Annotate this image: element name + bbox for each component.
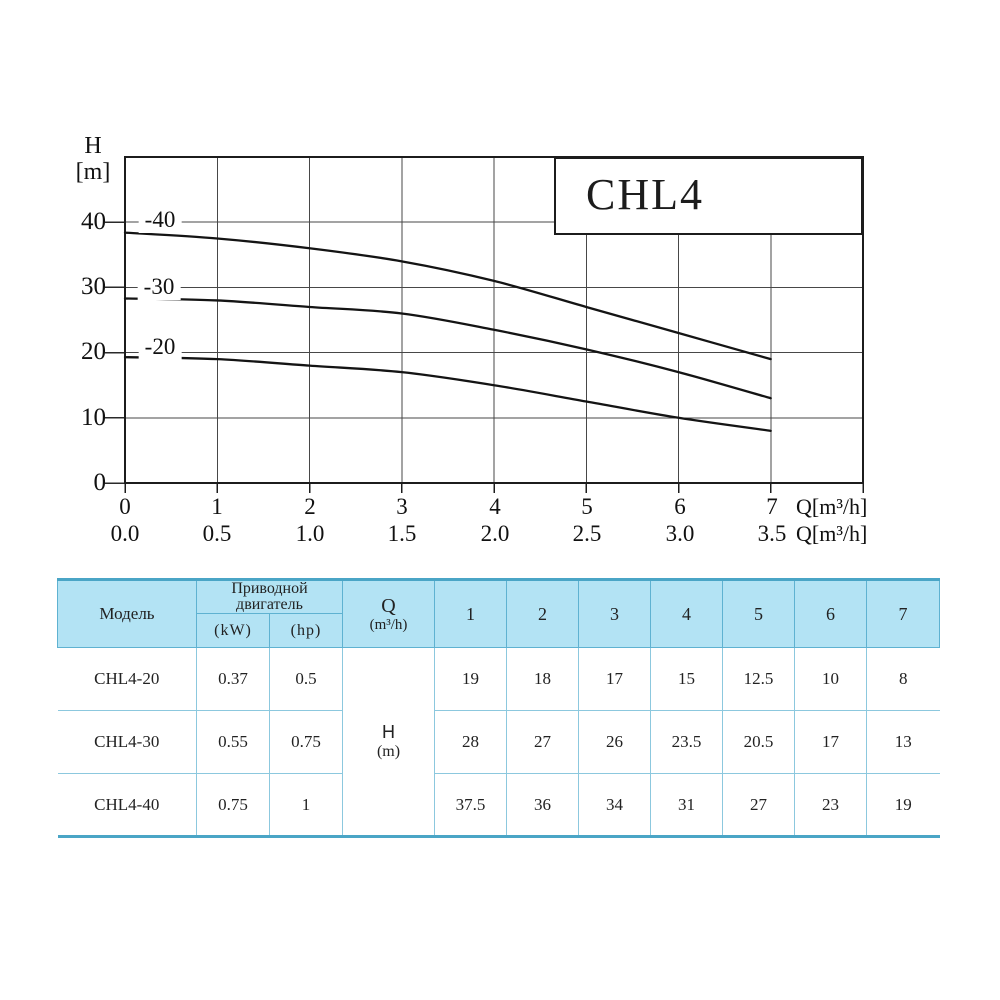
- col-header-q3: 3: [578, 579, 651, 648]
- x-tick-4: 4: [489, 494, 501, 519]
- x2-tick-0: 0.0: [110, 521, 140, 546]
- drive-motor-line2: двигатель: [236, 596, 303, 613]
- col-header-q2: 2: [506, 579, 579, 648]
- x2-tick-7: 3.5: [757, 521, 787, 546]
- col-header-kw: (kW): [196, 613, 270, 648]
- head-value: 17: [578, 647, 651, 711]
- col-header-q7: 7: [866, 579, 940, 648]
- pump-spec-table: Модель Приводной двигатель Q (m³/h) 1 2 …: [57, 578, 940, 838]
- q-unit: (m³/h): [369, 616, 408, 633]
- hp-cell: 0.75: [269, 710, 343, 774]
- y-axis-title-unit: [m]: [75, 159, 111, 185]
- head-value: 28: [434, 710, 507, 774]
- head-symbol: H: [382, 721, 395, 742]
- head-value: 19: [866, 773, 940, 837]
- y-tick-30: 30: [81, 273, 106, 300]
- y-tick-0: 0: [93, 469, 107, 496]
- x2-tick-6: 3.0: [665, 521, 695, 546]
- kw-cell: 0.37: [196, 647, 270, 711]
- y-tick-10: 10: [81, 404, 106, 431]
- col-header-q6: 6: [794, 579, 867, 648]
- chart-title-box: CHL4: [554, 157, 863, 235]
- head-value: 18: [506, 647, 579, 711]
- x-tick-6: 6: [674, 494, 686, 519]
- hp-cell: 1: [269, 773, 343, 837]
- x-tick-2: 2: [304, 494, 316, 519]
- col-header-flow-q: Q (m³/h): [342, 579, 435, 648]
- model-cell: CHL4-40: [57, 773, 197, 837]
- col-header-q4: 4: [650, 579, 723, 648]
- y-axis-title-symbol: H: [84, 133, 102, 159]
- y-tick-20: 20: [81, 338, 106, 365]
- table-row-chl4-30: CHL4-30 0.55 0.75 28 27 26 23.5 20.5 17 …: [57, 710, 940, 774]
- x-tick-7: 7: [766, 494, 778, 519]
- pump-curve-CHL4-30: [123, 297, 772, 400]
- head-value: 10: [794, 647, 867, 711]
- y-axis-title: H [m]: [66, 133, 120, 185]
- hp-cell: 0.5: [269, 647, 343, 711]
- head-value: 12.5: [722, 647, 795, 711]
- q-symbol: Q: [381, 594, 396, 617]
- curve-label-20: -20: [138, 334, 182, 360]
- x2-tick-4: 2.0: [480, 521, 510, 546]
- kw-cell: 0.55: [196, 710, 270, 774]
- drive-motor-line1: Приводной: [231, 580, 308, 597]
- x2-tick-3: 1.5: [387, 521, 417, 546]
- head-value: 31: [650, 773, 723, 837]
- head-value: 13: [866, 710, 940, 774]
- table-row-chl4-20: CHL4-20 0.37 0.5 H (m) 19 18 17 15 12.5 …: [57, 647, 940, 837]
- head-value: 17: [794, 710, 867, 774]
- x-axis-unit-secondary: Q[m³/h]: [796, 521, 868, 546]
- col-header-hp: (hp): [269, 613, 343, 648]
- x2-tick-2: 1.0: [295, 521, 325, 546]
- pump-curve-CHL4-20: [123, 356, 772, 432]
- col-header-q5: 5: [722, 579, 795, 648]
- x-axis-unit-primary: Q[m³/h]: [796, 494, 868, 519]
- head-value: 8: [866, 647, 940, 711]
- x-tick-5: 5: [581, 494, 593, 519]
- head-value: 26: [578, 710, 651, 774]
- x2-tick-1: 0.5: [202, 521, 232, 546]
- head-value: 36: [506, 773, 579, 837]
- head-value: 27: [506, 710, 579, 774]
- y-tick-40: 40: [81, 208, 106, 235]
- x-tick-1: 1: [211, 494, 223, 519]
- head-value: 15: [650, 647, 723, 711]
- head-value: 34: [578, 773, 651, 837]
- head-value: 23: [794, 773, 867, 837]
- head-value: 19: [434, 647, 507, 711]
- table-row-chl4-40: CHL4-40 0.75 1 37.5 36 34 31 27 23 19: [57, 773, 940, 837]
- col-header-model: Модель: [57, 579, 197, 648]
- head-value: 37.5: [434, 773, 507, 837]
- col-header-q1: 1: [434, 579, 507, 648]
- chart-title: CHL4: [586, 170, 704, 219]
- model-cell: CHL4-20: [57, 647, 197, 711]
- pump-performance-chart: H [m] 40 30 20 10 0 CHL4 -40 -30 -20 0 1…: [66, 133, 868, 546]
- x-tick-0: 0: [119, 494, 131, 519]
- head-value: 20.5: [722, 710, 795, 774]
- head-value: 23.5: [650, 710, 723, 774]
- head-value: 27: [722, 773, 795, 837]
- x-tick-3: 3: [396, 494, 408, 519]
- x2-tick-5: 2.5: [572, 521, 602, 546]
- curve-label-30: -30: [137, 274, 181, 300]
- curve-label-40: -40: [138, 207, 182, 233]
- kw-cell: 0.75: [196, 773, 270, 837]
- head-unit-cell: H (m): [342, 647, 435, 837]
- pump-curve-CHL4-40: [123, 231, 772, 361]
- model-cell: CHL4-30: [57, 710, 197, 774]
- head-unit: (m): [376, 742, 401, 760]
- col-header-drive-motor: Приводной двигатель: [196, 579, 343, 614]
